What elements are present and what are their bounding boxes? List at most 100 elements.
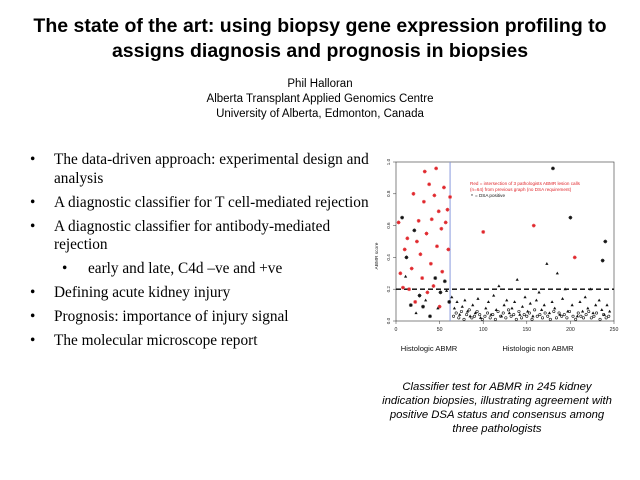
bullet-dot-icon: • <box>30 332 36 349</box>
x-tick-label: 250 <box>610 327 619 333</box>
data-point-black_triangle <box>558 312 562 316</box>
data-point-black_star <box>438 290 443 295</box>
data-point-black_circle <box>571 314 575 318</box>
data-point-black_triangle <box>555 271 559 275</box>
data-point-black_circle <box>598 317 602 321</box>
data-point-black_circle <box>452 314 456 318</box>
data-point-black_circle <box>467 308 471 312</box>
bullet-text: early and late, C4d –ve and +ve <box>88 260 283 277</box>
bullet-text: A diagnostic classifier for antibody-med… <box>54 217 331 254</box>
legend-line-2: (n=64) from previous graph (no DSA requi… <box>470 187 572 192</box>
data-point-black_circle <box>538 313 542 317</box>
data-point-black_circle <box>527 311 531 315</box>
data-point-black_circle <box>504 316 508 320</box>
data-point-red_star <box>398 271 403 276</box>
data-point-black_star <box>551 166 555 171</box>
data-point-black_triangle <box>515 277 519 281</box>
data-point-black_star <box>568 215 573 220</box>
data-point-black_triangle <box>531 314 535 318</box>
data-point-black_triangle <box>534 298 538 302</box>
data-point-black_circle <box>472 314 476 318</box>
y-tick-label: 0.4 <box>386 254 391 261</box>
data-point-black_triangle <box>553 306 557 310</box>
data-point-red_star <box>443 220 448 225</box>
data-point-black_triangle <box>563 287 567 291</box>
data-point-black_circle <box>579 314 583 318</box>
data-point-black_circle <box>517 309 521 313</box>
data-point-black_circle <box>535 314 539 318</box>
data-point-black_circle <box>587 309 591 313</box>
data-point-black_circle <box>533 308 537 312</box>
data-point-black_circle <box>576 311 580 315</box>
data-point-black_circle <box>457 316 461 320</box>
bullet-dot-icon: • <box>62 260 68 277</box>
data-point-black_star <box>600 258 605 263</box>
data-point-black_triangle <box>471 303 475 307</box>
data-point-black_circle <box>512 313 516 317</box>
legend-line-3: = DSA positive <box>475 193 505 198</box>
data-point-black_circle <box>595 311 599 315</box>
y-tick-label: 0.0 <box>386 317 391 324</box>
data-point-black_circle <box>530 317 534 321</box>
data-point-black_circle <box>506 308 510 312</box>
data-point-black_triangle <box>460 304 464 308</box>
data-point-black_circle <box>520 316 524 320</box>
data-point-red_star <box>409 266 414 271</box>
data-point-black_circle <box>548 317 552 321</box>
data-point-black_triangle <box>518 312 522 316</box>
data-point-black_triangle <box>537 290 541 294</box>
y-tick-label: 0.6 <box>386 222 391 229</box>
data-point-black_circle <box>565 316 569 320</box>
x-tick-label: 200 <box>566 327 575 333</box>
figure-caption: Classifier test for ABMR in 245 kidney i… <box>382 381 612 435</box>
data-point-red_star <box>401 285 405 290</box>
data-point-red_star <box>420 276 425 280</box>
data-point-black_triangle <box>473 311 477 315</box>
axes: 0.0 0.2 0.4 0.6 0.8 1.0 0 50 100 150 200 250 <box>386 158 618 333</box>
data-point-black_circle <box>465 313 469 317</box>
data-point-red_star <box>442 185 446 190</box>
bullet-item: • early and late, C4d –ve and +ve <box>30 260 370 279</box>
data-point-black_triangle <box>581 309 585 313</box>
data-point-black_circle <box>546 314 550 318</box>
data-point-red_star <box>407 287 411 292</box>
data-point-black_triangle <box>608 309 612 313</box>
data-point-black_triangle <box>591 311 595 315</box>
bullet-item: • A diagnostic classifier for antibody-me… <box>30 218 370 255</box>
bullet-dot-icon: • <box>30 193 36 211</box>
data-point-black_circle <box>462 317 466 321</box>
abmr-scatter-chart: 0.0 0.2 0.4 0.6 0.8 1.0 0 50 100 150 200 250 Red = … <box>362 156 626 356</box>
author-block: Phil Halloran Alberta Transplant Applied… <box>0 77 640 122</box>
data-point-black_circle <box>475 309 479 313</box>
data-point-black_triangle <box>520 304 525 308</box>
data-point-black_circle <box>604 316 608 320</box>
bullet-text: The molecular microscope report <box>54 332 258 349</box>
bullet-dot-icon: • <box>30 151 36 168</box>
scatter-plot-svg: 0.0 0.2 0.4 0.6 0.8 1.0 0 50 100 150 200 250 Red = … <box>374 158 618 353</box>
data-point-black_circle <box>584 313 588 317</box>
bullet-item: • The data-driven approach: experimental … <box>30 151 370 188</box>
data-point-red_star <box>434 166 439 171</box>
slide-title-line-2: assigns diagnosis and prognosis in biops… <box>111 40 529 62</box>
data-point-red_star <box>405 236 410 241</box>
data-point-black_star <box>428 314 432 319</box>
data-point-black_circle <box>486 311 490 315</box>
data-point-black_triangle <box>528 301 532 305</box>
data-point-black_circle <box>488 316 492 320</box>
y-axis-label: ABMR score <box>374 242 380 269</box>
data-point-red_star <box>446 247 451 252</box>
bullet-dot-icon: • <box>30 308 36 325</box>
data-point-black_star <box>412 228 417 233</box>
data-point-black_circle <box>478 313 482 317</box>
data-point-black_triangle <box>597 298 601 302</box>
data-point-black_circle <box>560 314 564 318</box>
data-point-red_star <box>415 239 419 244</box>
data-point-black_triangle <box>497 284 501 288</box>
bullet-item: • A diagnostic classifier for T cell-medi… <box>30 194 370 213</box>
data-point-black_circle <box>562 313 566 317</box>
data-point-red_star <box>418 252 423 257</box>
bullet-text: A diagnostic classifier for T cell-media… <box>54 193 369 211</box>
data-point-red_star <box>531 223 536 228</box>
legend-line-1: Red = intersection of 3 pathologists ABM… <box>470 181 581 186</box>
data-point-black_triangle <box>545 262 549 265</box>
